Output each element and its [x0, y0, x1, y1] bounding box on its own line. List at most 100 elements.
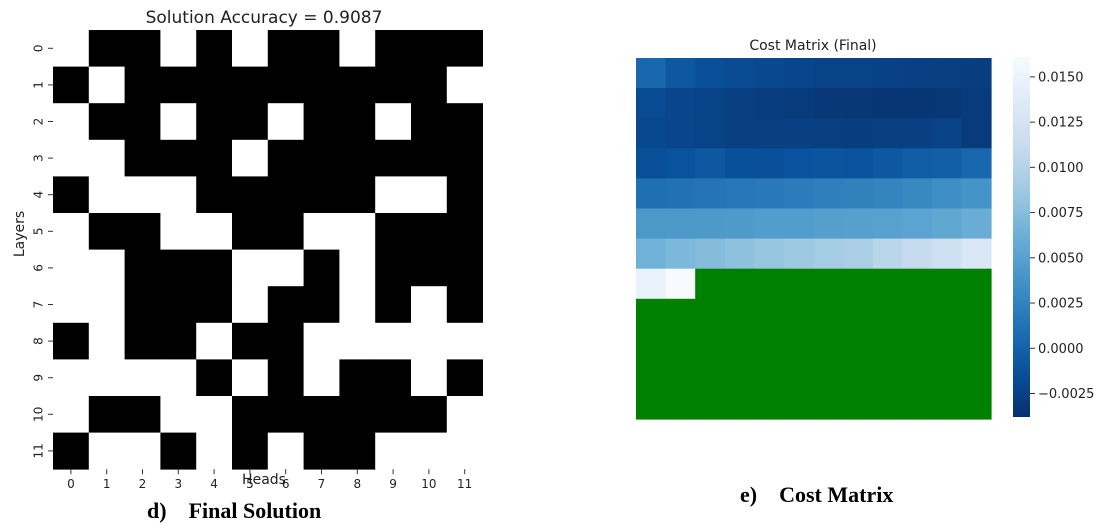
solution-cell: [124, 213, 161, 250]
solution-cell: [339, 286, 376, 324]
solution-cell: [53, 30, 90, 67]
solution-cell: [53, 396, 90, 433]
cost-cell: [902, 208, 933, 239]
solution-cell: [267, 66, 304, 104]
solution-cell: [303, 176, 340, 214]
solution-cell: [411, 432, 448, 470]
cost-cell: [872, 58, 903, 89]
solution-cell: [53, 286, 90, 324]
solution-cell: [232, 359, 269, 397]
cost-cell: [784, 238, 814, 270]
solution-cell: [88, 359, 125, 397]
cost-cell: [932, 298, 962, 330]
solution-cell: [196, 396, 233, 433]
cost-cell: [724, 58, 755, 89]
cost-cell: [872, 238, 903, 270]
solution-cell: [339, 30, 376, 67]
solution-cell: [232, 66, 269, 104]
solution-cell: [88, 30, 125, 67]
solution-y-tick-label: 11: [32, 443, 46, 458]
solution-cell: [53, 213, 90, 250]
cost-cell: [872, 298, 903, 330]
solution-x-tick-label: 4: [210, 477, 218, 491]
cost-cell: [843, 58, 874, 89]
cost-cell: [784, 268, 814, 300]
cost-cell: [636, 148, 666, 179]
solution-cell: [446, 322, 483, 360]
cost-cell: [665, 298, 696, 330]
cost-cell: [636, 268, 666, 300]
cost-cell: [932, 88, 962, 119]
solution-cell: [232, 30, 269, 67]
solution-cell: [124, 322, 161, 360]
solution-cell: [339, 359, 376, 397]
cost-cell: [872, 118, 903, 149]
solution-cell: [196, 103, 233, 141]
cost-cell: [695, 118, 726, 149]
caption-letter-e: e): [740, 482, 758, 507]
cost-cell: [932, 238, 962, 270]
solution-cell: [267, 432, 304, 470]
cost-cell: [902, 389, 933, 420]
cost-matrix-heatmap: Cost Matrix (Final) 0.01500.01250.01000.…: [636, 38, 1094, 420]
solution-cell: [53, 432, 90, 470]
cost-cell: [724, 389, 755, 420]
cost-cell: [636, 359, 666, 390]
cost-cell: [843, 148, 874, 179]
cost-cell: [932, 148, 962, 179]
cost-cell: [665, 389, 696, 420]
solution-cell: [124, 286, 161, 324]
cost-cell: [843, 328, 874, 360]
cost-cell: [695, 238, 726, 270]
cost-cell: [754, 148, 785, 179]
solution-cell: [303, 30, 340, 67]
solution-cell: [267, 286, 304, 324]
solution-cell: [375, 213, 412, 250]
cost-cell: [961, 208, 992, 239]
cost-cell: [813, 88, 844, 119]
solution-x-tick-label: 6: [282, 477, 290, 491]
cost-cell: [754, 359, 785, 390]
caption-cost-matrix: e) Cost Matrix: [740, 482, 893, 508]
colorbar-tick-label: 0.0075: [1038, 206, 1084, 221]
solution-cell: [88, 213, 125, 250]
cost-cell: [724, 208, 755, 239]
cost-cell: [636, 298, 666, 330]
solution-cell: [232, 139, 269, 177]
solution-cell: [88, 66, 125, 104]
solution-cell: [339, 176, 376, 214]
caption-text-cost-matrix: Cost Matrix: [779, 482, 894, 507]
solution-cell: [124, 30, 161, 67]
solution-cell: [411, 30, 448, 67]
cost-cell: [961, 178, 992, 209]
solution-x-tick-label: 11: [457, 477, 472, 491]
cost-cell: [843, 178, 874, 209]
cost-cell: [872, 268, 903, 300]
solution-cell: [53, 139, 90, 177]
solution-cell: [160, 359, 197, 397]
cost-cell: [813, 268, 844, 300]
solution-cell: [375, 30, 412, 67]
cost-cell: [932, 118, 962, 149]
cost-cell: [784, 208, 814, 239]
solution-heatmap: Solution Accuracy = 0.9087 0 1 2 3 4 5 6 7 8 9 10 1…: [12, 8, 483, 491]
solution-cell: [303, 249, 340, 287]
cost-cell: [754, 268, 785, 300]
solution-cell: [411, 249, 448, 287]
cost-cell: [902, 359, 933, 390]
cost-cell: [902, 178, 933, 209]
cost-cell: [932, 268, 962, 300]
cost-cell: [784, 58, 814, 89]
cost-cell: [932, 208, 962, 239]
cost-cell: [695, 359, 726, 390]
cost-cell: [784, 88, 814, 119]
solution-cell: [303, 432, 340, 470]
solution-cell: [339, 66, 376, 104]
cost-cell: [902, 58, 933, 89]
cost-matrix-title: Cost Matrix (Final): [749, 38, 876, 54]
cost-cell: [813, 328, 844, 360]
solution-y-tick-label: 9: [32, 374, 46, 382]
solution-cell: [339, 249, 376, 287]
cost-cell: [784, 118, 814, 149]
